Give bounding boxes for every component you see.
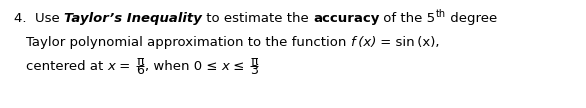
Text: π: π <box>250 55 258 68</box>
Text: accuracy: accuracy <box>313 12 379 25</box>
Text: degree: degree <box>445 12 497 25</box>
Text: π: π <box>136 55 144 68</box>
Text: f (x): f (x) <box>350 36 376 49</box>
Text: 6: 6 <box>136 64 144 77</box>
Text: of the 5: of the 5 <box>379 12 435 25</box>
Text: =: = <box>115 60 135 73</box>
Text: th: th <box>435 9 445 19</box>
Text: ≤: ≤ <box>229 60 249 73</box>
Text: Taylor’s Inequality: Taylor’s Inequality <box>64 12 202 25</box>
Text: = sin (x),: = sin (x), <box>376 36 440 49</box>
Text: 4.  Use: 4. Use <box>14 12 64 25</box>
Text: Taylor polynomial approximation to the function: Taylor polynomial approximation to the f… <box>26 36 350 49</box>
Text: centered at: centered at <box>26 60 107 73</box>
Text: x: x <box>222 60 229 73</box>
Text: 3: 3 <box>250 64 258 77</box>
Text: , when 0 ≤: , when 0 ≤ <box>145 60 222 73</box>
Text: to estimate the: to estimate the <box>202 12 313 25</box>
Text: x: x <box>107 60 115 73</box>
